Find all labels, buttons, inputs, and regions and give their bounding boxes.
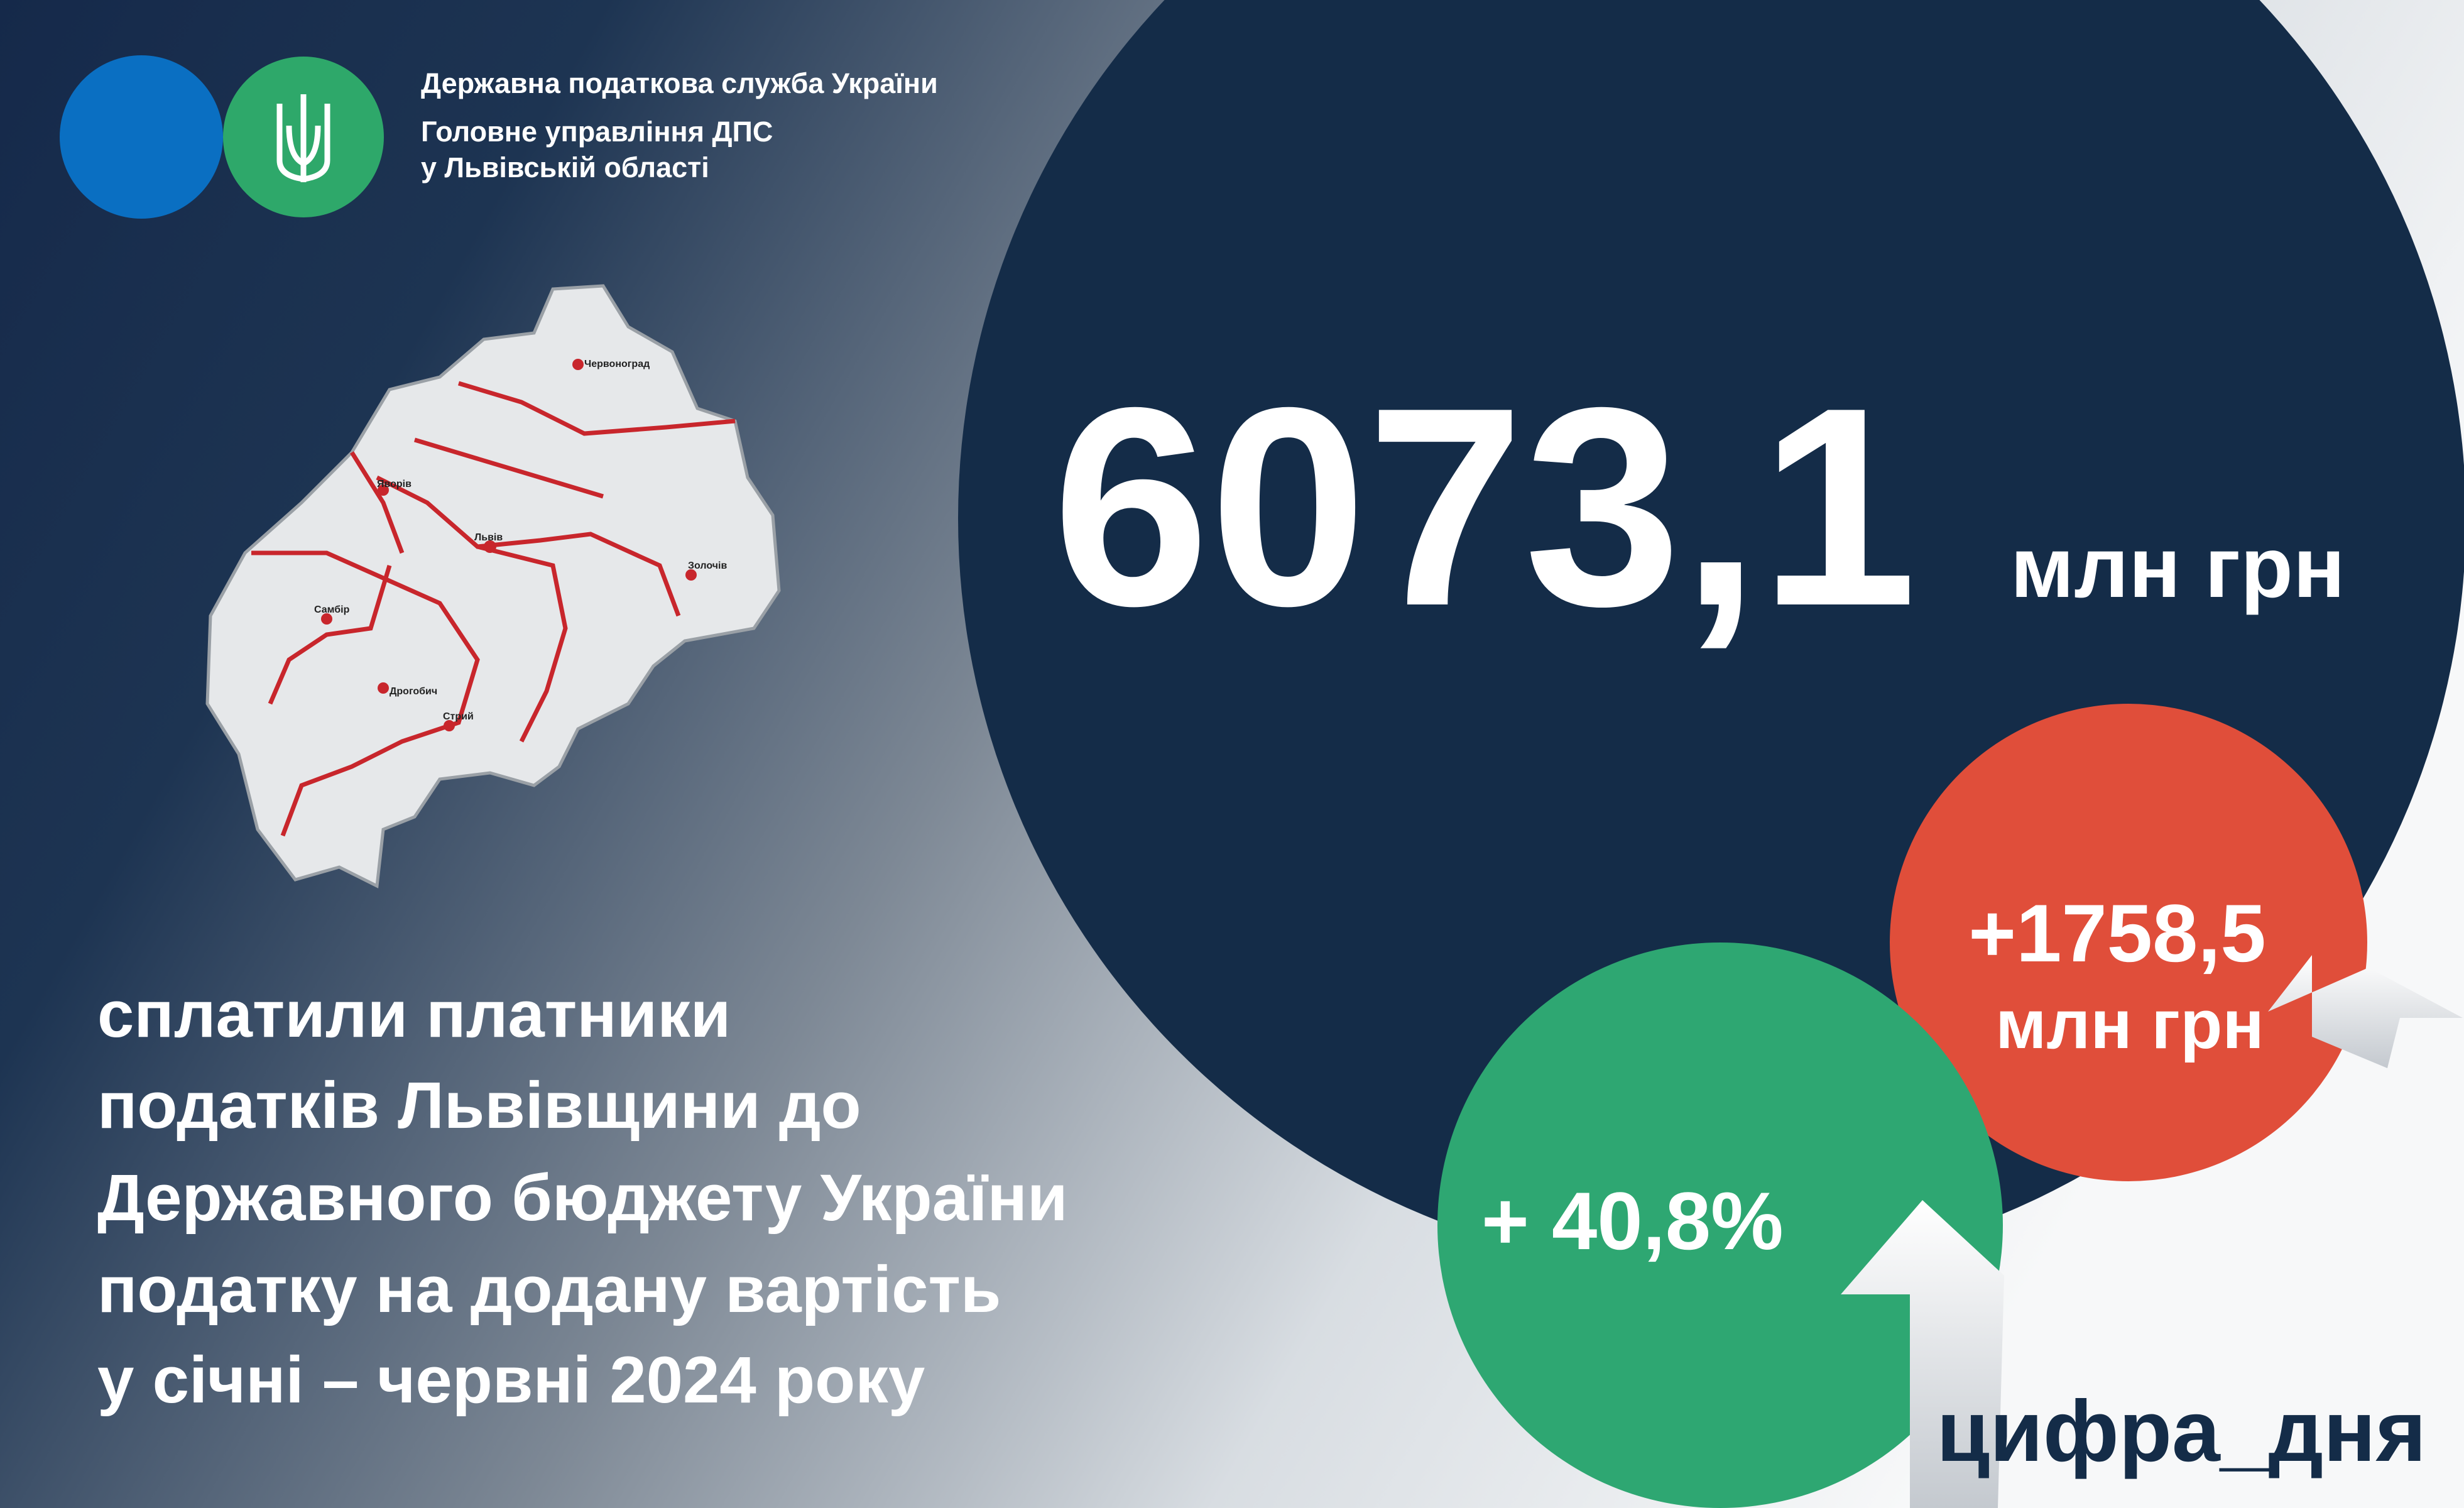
description-line: Державного бюджету України bbox=[97, 1161, 1068, 1235]
increase-pct-value: + 40,8% bbox=[1481, 1175, 1784, 1267]
logo-blue bbox=[60, 55, 223, 219]
description-line: податків Львівщини до bbox=[97, 1069, 861, 1142]
city-label: Червоноград bbox=[584, 359, 650, 369]
arrow bbox=[2268, 955, 2463, 1068]
city-label: Стрий bbox=[443, 711, 474, 722]
header-line: Головне управління ДПС bbox=[421, 116, 773, 148]
header-line: у Львівській області bbox=[421, 151, 709, 183]
description-line: сплатили платники bbox=[97, 978, 731, 1051]
increase-abs-circle bbox=[1890, 704, 2367, 1181]
main-value: 6073,1 bbox=[1052, 349, 1917, 665]
main-unit: млн грн bbox=[2010, 520, 2345, 616]
trident bbox=[276, 94, 330, 182]
increase-abs-unit: млн грн bbox=[1995, 986, 2264, 1063]
description-line: у січні – червні 2024 року bbox=[97, 1343, 925, 1417]
arrow bbox=[1841, 1200, 2004, 1508]
city-label: Дрогобич bbox=[390, 686, 437, 697]
city-label: Золочів bbox=[688, 560, 727, 571]
city-label: Львів bbox=[474, 532, 503, 543]
city-label: Самбір bbox=[314, 604, 350, 615]
increase-abs-value: +1758,5 bbox=[1968, 887, 2266, 979]
header-line: Державна податкова служба України bbox=[421, 67, 938, 99]
hashtag: цифра_дня bbox=[1936, 1383, 2426, 1480]
city-label: Яворів bbox=[377, 479, 412, 489]
increase-pct-circle bbox=[1437, 942, 2003, 1508]
description-line: податку на додану вартість bbox=[97, 1253, 1001, 1326]
region-map: Червоноград Яворів Львів Золочів Самбір … bbox=[205, 284, 781, 888]
